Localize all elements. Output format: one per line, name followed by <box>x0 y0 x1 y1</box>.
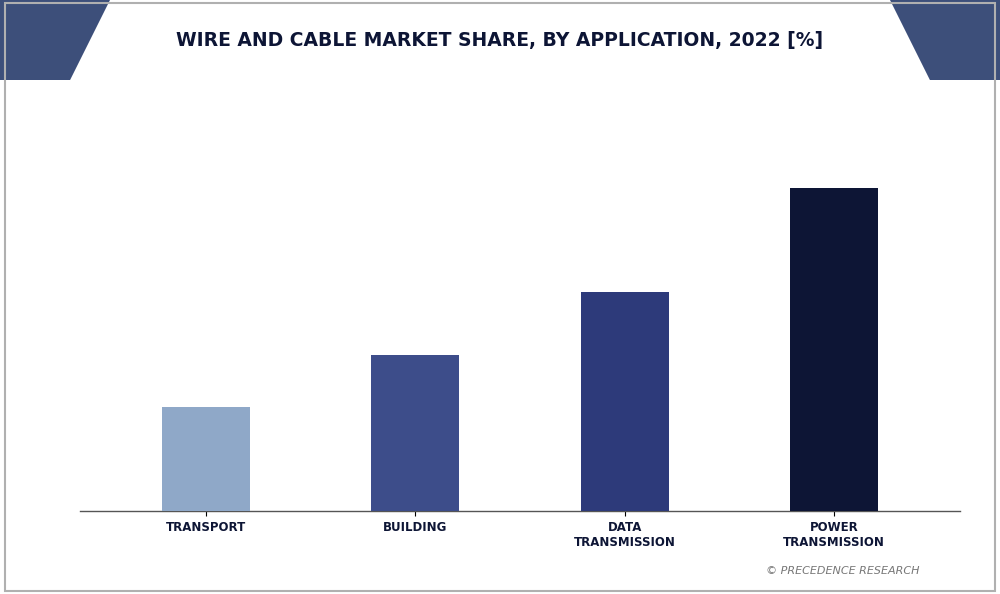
Polygon shape <box>0 0 110 80</box>
Bar <box>581 292 669 511</box>
Polygon shape <box>890 0 1000 80</box>
Bar <box>371 355 459 511</box>
Text: WIRE AND CABLE MARKET SHARE, BY APPLICATION, 2022 [%]: WIRE AND CABLE MARKET SHARE, BY APPLICAT… <box>176 31 824 49</box>
Bar <box>790 188 878 511</box>
Text: © PRECEDENCE RESEARCH: © PRECEDENCE RESEARCH <box>767 566 920 576</box>
Bar <box>162 407 250 511</box>
Polygon shape <box>30 0 970 80</box>
